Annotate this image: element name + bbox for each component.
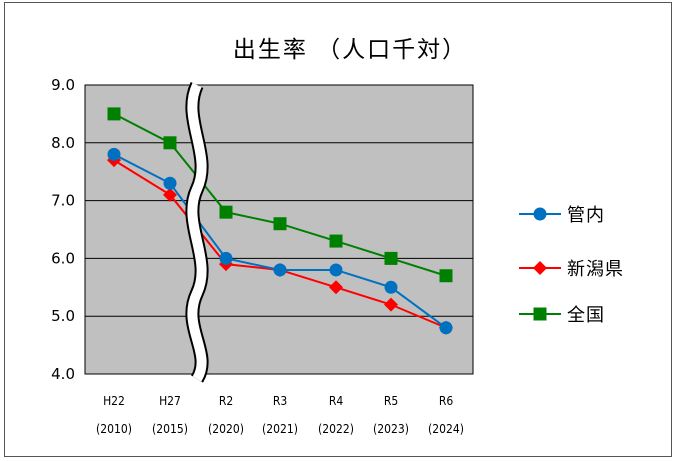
legend-item: 全国 [519,305,605,326]
data-point [107,147,121,161]
legend-label: 管内 [567,205,605,226]
y-tick-label: 6.0 [51,249,75,267]
series-lines [107,107,453,335]
data-point [163,136,177,150]
x-tick-year: (2024) [428,422,464,436]
y-tick-label: 4.0 [51,365,75,383]
data-point [533,261,547,275]
data-point [273,217,287,231]
x-tick-year: (2023) [373,422,409,436]
legend-label: 新潟県 [567,259,624,280]
x-tick-year: (2021) [262,422,298,436]
y-axis: 9.0 8.0 7.0 6.0 5.0 4.0 [51,76,75,383]
data-point [329,280,343,295]
data-point [219,205,233,219]
data-point [384,297,398,312]
series-1 [107,147,453,335]
x-axis: H22 (2010) H27 (2015) R2 (2020) R3 (2021) R4 (202… [96,394,464,436]
line-chart: 出生率 （人口千対） 9.08.07.06.05.04.0 H22(2010)H… [51,37,624,436]
axis-break [185,82,209,383]
x-tick-label: R5 [384,394,398,408]
x-tick-label: H22 [103,394,125,408]
legend-item: 新潟県 [519,259,624,280]
data-point [219,251,233,265]
data-point [384,280,398,294]
data-point [273,263,287,277]
x-tick-year: (2022) [318,422,354,436]
x-tick-label: R6 [439,394,454,408]
gridlines [85,142,473,317]
x-tick-label: R4 [329,394,344,408]
legend-item: 管内 [519,205,605,226]
data-point [329,263,343,277]
x-tick-year: (2015) [152,422,188,436]
x-tick-label: R3 [273,394,287,408]
data-point [533,307,547,321]
chart-frame: 出生率 （人口千対） 9.0 8.0 7.0 6.0 5.0 4.0 H22 (2010) H… [4,2,672,457]
data-point [163,187,177,202]
x-tick-year: (2020) [208,422,244,436]
data-point [329,234,343,248]
data-point [439,269,453,283]
x-tick-label: R2 [219,394,233,408]
data-point [384,251,398,265]
y-tick-label: 7.0 [51,192,75,210]
data-point [533,207,547,221]
series-3 [107,107,453,283]
legend-label: 全国 [567,305,605,326]
x-tick-year: (2010) [96,422,132,436]
data-point [107,107,121,121]
data-point [163,176,177,190]
chart-title: 出生率 （人口千対） [233,37,467,63]
data-point [439,321,453,335]
x-tick-label: H27 [159,394,181,408]
y-tick-label: 9.0 [51,76,75,94]
y-tick-label: 5.0 [51,307,75,325]
y-tick-label: 8.0 [51,134,75,152]
axis-break-gap [187,82,207,382]
